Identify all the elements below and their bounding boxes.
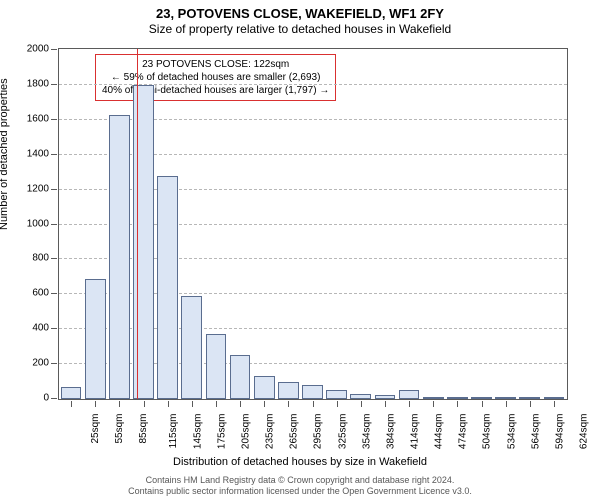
x-tick-label: 205sqm: [241, 414, 252, 450]
bar: [230, 355, 251, 399]
plot-area: 23 POTOVENS CLOSE: 122sqm ← 59% of detac…: [58, 48, 568, 400]
bar: [254, 376, 275, 399]
bar: [157, 176, 178, 399]
x-tick: [71, 401, 72, 407]
x-tick-label: 444sqm: [434, 414, 445, 450]
x-tick-label: 25sqm: [90, 414, 101, 444]
x-tick-label: 115sqm: [167, 414, 178, 449]
x-tick-label: 354sqm: [361, 414, 372, 450]
y-tick-label: 600: [32, 288, 49, 299]
bar: [399, 390, 420, 399]
y-tick: [51, 119, 57, 120]
attribution-line-1: Contains HM Land Registry data © Crown c…: [0, 475, 600, 486]
x-tick-label: 265sqm: [289, 414, 300, 450]
y-tick-label: 200: [32, 358, 49, 369]
y-tick: [51, 224, 57, 225]
marker-line: [137, 49, 138, 399]
y-tick-label: 1600: [27, 113, 49, 124]
y-tick-label: 400: [32, 323, 49, 334]
bar: [61, 387, 82, 399]
bar: [278, 382, 299, 399]
bar: [519, 397, 540, 399]
x-tick: [144, 401, 145, 407]
x-tick-label: 474sqm: [458, 414, 469, 450]
y-tick: [51, 258, 57, 259]
y-tick-label: 1200: [27, 183, 49, 194]
x-tick-label: 235sqm: [265, 414, 276, 450]
bar: [206, 334, 227, 399]
chart-container: 23, POTOVENS CLOSE, WAKEFIELD, WF1 2FY S…: [0, 0, 600, 500]
y-tick: [51, 363, 57, 364]
bar: [350, 394, 371, 399]
x-tick: [168, 401, 169, 407]
attribution-line-2: Contains public sector information licen…: [0, 486, 600, 497]
bar: [133, 85, 154, 399]
x-tick-label: 594sqm: [554, 414, 565, 450]
bar: [495, 397, 516, 399]
y-tick-label: 1400: [27, 148, 49, 159]
bar: [85, 279, 106, 399]
chart-title-address: 23, POTOVENS CLOSE, WAKEFIELD, WF1 2FY: [0, 0, 600, 21]
x-tick-label: 564sqm: [530, 414, 541, 450]
y-tick-label: 1000: [27, 218, 49, 229]
x-tick-label: 175sqm: [216, 414, 227, 450]
x-tick-label: 534sqm: [506, 414, 517, 450]
x-tick-label: 414sqm: [410, 414, 421, 450]
y-tick: [51, 84, 57, 85]
x-tick-label: 295sqm: [313, 414, 324, 450]
y-tick: [51, 398, 57, 399]
x-tick: [240, 401, 241, 407]
y-tick: [51, 293, 57, 294]
bar: [375, 395, 396, 399]
attribution: Contains HM Land Registry data © Crown c…: [0, 475, 600, 498]
x-tick: [95, 401, 96, 407]
y-axis-label: Number of detached properties: [0, 78, 10, 230]
bar: [109, 115, 130, 399]
x-tick: [192, 401, 193, 407]
y-tick-label: 1800: [27, 78, 49, 89]
x-tick: [337, 401, 338, 407]
x-tick: [313, 401, 314, 407]
y-tick-label: 800: [32, 253, 49, 264]
bar: [423, 397, 444, 399]
x-tick-label: 384sqm: [385, 414, 396, 450]
info-line-2: ← 59% of detached houses are smaller (2,…: [102, 71, 329, 84]
y-tick: [51, 189, 57, 190]
info-box: 23 POTOVENS CLOSE: 122sqm ← 59% of detac…: [95, 54, 336, 101]
x-tick: [506, 401, 507, 407]
x-tick-label: 624sqm: [579, 414, 590, 450]
bar: [181, 296, 202, 399]
x-tick-label: 145sqm: [192, 414, 203, 450]
x-tick: [409, 401, 410, 407]
info-line-1: 23 POTOVENS CLOSE: 122sqm: [102, 58, 329, 71]
y-tick-label: 0: [43, 393, 49, 404]
x-tick-label: 55sqm: [114, 414, 125, 444]
x-tick: [119, 401, 120, 407]
x-tick: [482, 401, 483, 407]
x-tick: [264, 401, 265, 407]
bar: [447, 397, 468, 399]
chart-subtitle: Size of property relative to detached ho…: [0, 21, 600, 36]
y-tick: [51, 154, 57, 155]
x-axis-label: Distribution of detached houses by size …: [0, 456, 600, 468]
x-tick-label: 85sqm: [138, 414, 149, 444]
x-tick: [216, 401, 217, 407]
x-tick: [385, 401, 386, 407]
bar: [544, 397, 565, 399]
x-tick: [530, 401, 531, 407]
x-tick: [361, 401, 362, 407]
y-tick-label: 2000: [27, 44, 49, 55]
bar: [302, 385, 323, 399]
x-tick: [433, 401, 434, 407]
x-tick-label: 325sqm: [337, 414, 348, 450]
x-tick-label: 504sqm: [482, 414, 493, 450]
x-tick: [554, 401, 555, 407]
y-tick: [51, 49, 57, 50]
bar: [326, 390, 347, 399]
y-tick: [51, 328, 57, 329]
x-tick: [457, 401, 458, 407]
x-tick: [288, 401, 289, 407]
bar: [471, 397, 492, 399]
